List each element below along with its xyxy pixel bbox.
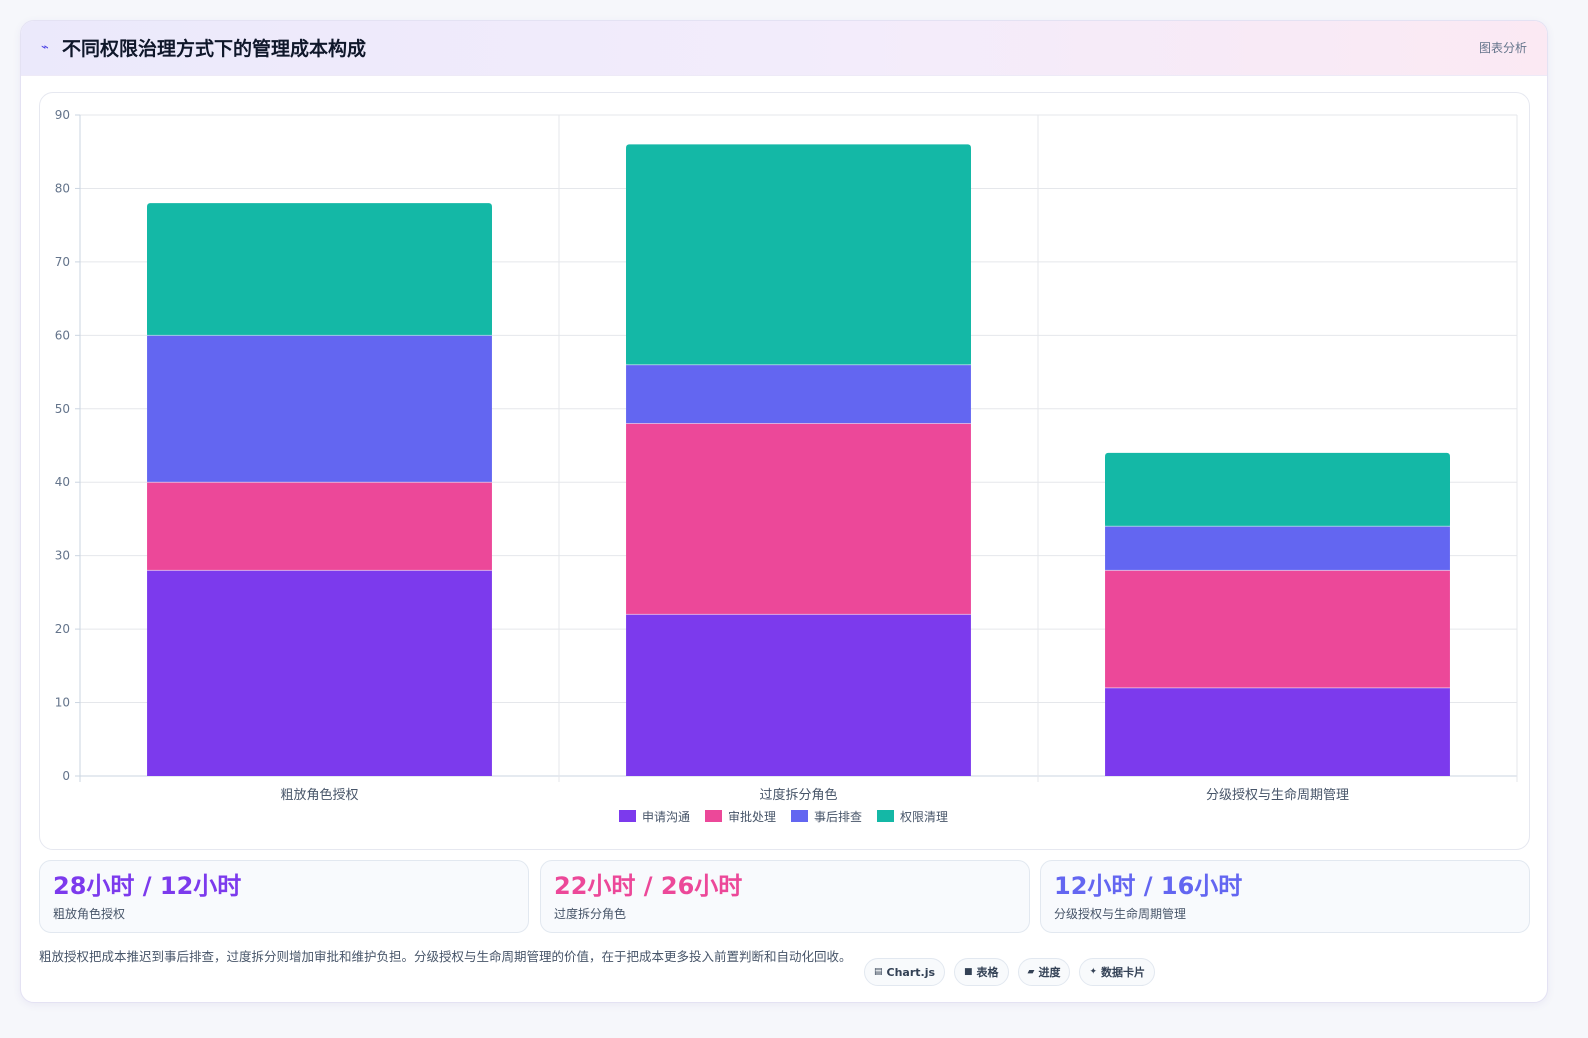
stat-card-coarse: 28小时 / 12小时 粗放角色授权 [39,860,529,933]
legend-label: 权限清理 [900,810,948,824]
chart-icon: ⌁ [41,40,49,55]
bar-segment [626,423,971,615]
legend-label: 审批处理 [728,809,776,824]
legend-swatch [705,810,722,822]
x-tick-label: 分级授权与生命周期管理 [1206,787,1349,803]
bar-segment [1105,570,1450,688]
card-header: ⌁ 不同权限治理方式下的管理成本构成 图表分析 [21,21,1547,76]
y-tick-label: 90 [55,108,70,122]
stat-card-tiered: 12小时 / 16小时 分级授权与生命周期管理 [1040,860,1530,933]
chart-card: ⌁ 不同权限治理方式下的管理成本构成 图表分析 0 10 20 30 40 50 60 70 8… [20,20,1548,1003]
bar-segment [1105,687,1450,776]
y-tick-label: 80 [55,181,70,195]
y-tick-label: 60 [55,328,70,342]
tag-chartjs[interactable]: ▤ Chart.js [864,958,946,986]
tag-label: 进度 [1038,966,1061,979]
legend-swatch [619,810,636,822]
tag-list: ▤ Chart.js ■ 表格 ▰ 进度 ✦ 数据卡片 [864,958,1156,986]
stat-label: 粗放角色授权 [53,907,126,921]
stat-card-oversplit: 22小时 / 26小时 过度拆分角色 [540,860,1030,933]
tag-table[interactable]: ■ 表格 [954,958,1009,986]
bar-segment-fill [626,148,971,365]
page-title: 不同权限治理方式下的管理成本构成 [62,38,367,60]
stat-label: 过度拆分角色 [554,907,627,921]
footer-note: 粗放授权把成本推迟到事后排查，过度拆分则增加审批和维护负担。分级授权与生命周期管… [39,949,852,964]
card-icon: ✦ [1089,967,1098,977]
legend-label: 事后排查 [814,810,862,824]
stat-value: 28小时 / 12小时 [53,872,242,900]
y-tick-label: 40 [55,475,70,489]
y-tick-label: 30 [55,549,70,563]
y-tick-label: 70 [55,255,70,269]
bar-segment [626,364,971,424]
stat-value: 22小时 / 26小时 [554,872,743,900]
tag-label: Chart.js [886,965,936,979]
chart-analysis-link[interactable]: 图表分析 [1478,41,1527,55]
y-tick-label: 10 [55,696,70,710]
legend-label: 申请沟通 [642,810,690,824]
bar-segment [147,570,492,776]
stat-label: 分级授权与生命周期管理 [1054,907,1187,921]
bar-segment [1105,526,1450,571]
chart-icon: ▤ [874,967,883,977]
bar-segment-fill [1105,456,1450,527]
legend-swatch [877,810,894,822]
legend-swatch [791,810,808,822]
tag-label: 数据卡片 [1101,966,1146,979]
progress-icon: ▰ [1027,967,1035,977]
stacked-bar-chart: 0 10 20 30 40 50 60 70 80 90 粗放角色授权 过度拆分角色 分级授权与生命周期… [55,108,1518,824]
bar-segment [147,482,492,571]
x-tick-label: 粗放角色授权 [280,787,358,803]
chart-area: 0 10 20 30 40 50 60 70 80 90 粗放角色授权 过度拆分角色 分级授权与生命周期… [39,92,1530,850]
y-tick-label: 50 [55,402,70,416]
tag-label: 表格 [976,966,999,979]
bar-segment [626,614,971,776]
table-icon: ■ [964,967,973,977]
y-tick-label: 0 [62,769,70,783]
tag-progress[interactable]: ▰ 进度 [1017,958,1071,986]
x-tick-label: 过度拆分角色 [759,787,837,803]
bar-segment-fill [147,207,492,336]
tag-data-card[interactable]: ✦ 数据卡片 [1079,958,1156,986]
bar-segment [147,335,492,483]
y-tick-label: 20 [55,622,70,636]
stat-value: 12小时 / 16小时 [1054,872,1243,900]
